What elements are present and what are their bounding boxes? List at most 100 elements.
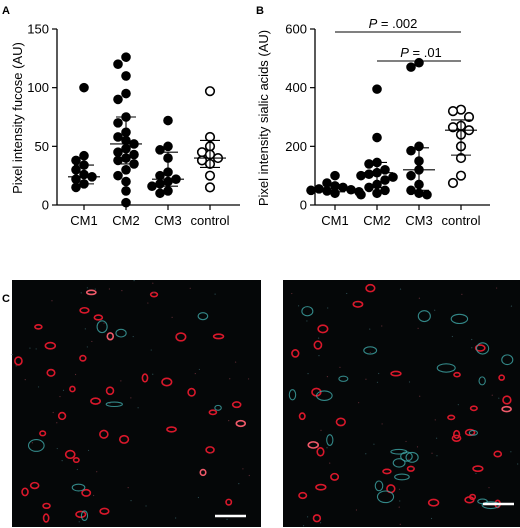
background-speckle: [80, 292, 82, 294]
background-speckle: [398, 506, 400, 508]
red-cell: [335, 417, 346, 427]
red-cell: [14, 356, 23, 366]
background-speckle: [152, 282, 154, 284]
background-speckle: [171, 316, 173, 319]
cyan-cell: [450, 313, 469, 325]
background-speckle: [24, 379, 26, 381]
data-point: [447, 177, 459, 189]
data-point: [113, 170, 123, 181]
background-speckle: [457, 404, 459, 406]
cyan-cell: [363, 346, 378, 355]
background-speckle: [416, 446, 419, 448]
cyan-cell: [301, 306, 314, 317]
background-speckle: [29, 347, 31, 349]
red-cell: [199, 468, 207, 477]
data-point: [121, 88, 131, 99]
red-cell: [118, 434, 130, 444]
background-speckle: [496, 287, 498, 289]
background-speckle: [510, 305, 513, 307]
y-tick-label: 400: [285, 80, 307, 95]
background-speckle: [339, 366, 341, 369]
background-speckle: [150, 349, 152, 351]
cyan-cell: [392, 458, 406, 468]
red-cell: [298, 491, 308, 500]
data-point: [121, 186, 131, 196]
y-tick-label: 50: [35, 139, 49, 154]
y-tick-label: 100: [27, 80, 49, 95]
background-speckle: [109, 402, 111, 404]
background-speckle: [96, 471, 98, 473]
panel-label-c: C: [2, 293, 10, 305]
background-speckle: [37, 386, 40, 388]
background-speckle: [51, 300, 53, 302]
cyan-cell: [400, 451, 413, 462]
background-speckle: [302, 525, 305, 527]
x-category-label: CM3: [154, 213, 181, 228]
background-speckle: [15, 365, 17, 367]
background-speckle: [121, 290, 123, 292]
data-point: [113, 132, 123, 142]
data-point: [306, 185, 316, 196]
background-speckle: [435, 437, 438, 439]
micrograph-d: [283, 280, 520, 527]
background-speckle: [152, 373, 154, 375]
data-point: [79, 150, 89, 161]
y-tick-label: 0: [42, 198, 49, 213]
background-speckle: [471, 338, 473, 341]
p-symbol: P: [369, 16, 378, 31]
data-point: [121, 197, 131, 208]
background-speckle: [451, 335, 453, 338]
background-speckle: [306, 320, 308, 322]
background-speckle: [408, 458, 410, 460]
background-speckle: [436, 455, 438, 457]
red-cell: [93, 314, 104, 321]
data-point: [364, 169, 374, 179]
red-cell: [451, 434, 462, 442]
red-cell: [57, 411, 67, 421]
background-speckle: [228, 420, 230, 422]
cyan-cell: [326, 434, 334, 446]
cyan-cell: [105, 401, 123, 408]
chart-b-ylabel: Pixel intensity sialic acids (AU): [256, 30, 271, 206]
data-point: [155, 179, 165, 189]
data-point: [372, 188, 382, 199]
data-point: [121, 52, 131, 62]
panel-label-a: A: [2, 5, 10, 17]
data-point: [406, 145, 416, 156]
data-point: [422, 189, 432, 200]
y-tick-label: 0: [300, 198, 307, 213]
background-speckle: [229, 378, 231, 380]
background-speckle: [419, 395, 421, 397]
background-speckle: [86, 287, 88, 289]
background-speckle: [56, 447, 58, 450]
background-speckle: [153, 291, 155, 293]
data-point: [163, 115, 173, 126]
background-speckle: [307, 373, 309, 375]
data-point: [406, 170, 416, 181]
cyan-cell: [71, 483, 86, 492]
data-point: [121, 71, 131, 81]
red-cell: [453, 371, 461, 378]
background-speckle: [471, 347, 473, 349]
red-cell: [317, 324, 329, 334]
red-cell: [81, 488, 92, 497]
red-cell: [472, 465, 484, 473]
background-speckle: [238, 483, 240, 485]
significance-label: P = .01: [400, 45, 442, 60]
red-cell: [231, 401, 242, 409]
data-point: [129, 149, 139, 160]
background-speckle: [381, 325, 383, 327]
cyan-cell: [338, 375, 349, 382]
red-cell: [99, 429, 109, 439]
red-cell: [75, 510, 87, 519]
background-speckle: [488, 487, 490, 489]
background-speckle: [369, 328, 371, 330]
background-speckle: [320, 429, 322, 431]
background-speckle: [226, 518, 228, 521]
data-point: [204, 182, 216, 193]
background-speckle: [197, 496, 200, 499]
background-speckle: [378, 372, 380, 375]
data-point: [447, 106, 459, 117]
data-point: [155, 188, 165, 199]
background-speckle: [461, 293, 463, 295]
